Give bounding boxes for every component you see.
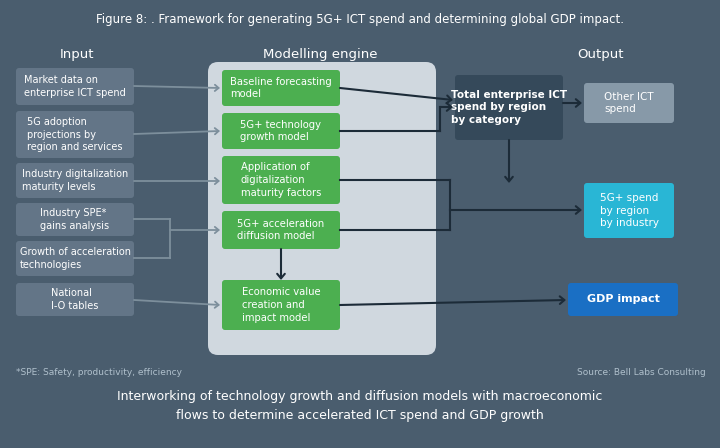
- FancyBboxPatch shape: [222, 280, 340, 330]
- FancyBboxPatch shape: [568, 283, 678, 316]
- Text: Output: Output: [577, 48, 624, 61]
- FancyBboxPatch shape: [222, 113, 340, 149]
- FancyBboxPatch shape: [584, 83, 674, 123]
- Text: Input: Input: [60, 48, 94, 61]
- Text: Source: Bell Labs Consulting: Source: Bell Labs Consulting: [577, 368, 706, 377]
- Text: *SPE: Safety, productivity, efficiency: *SPE: Safety, productivity, efficiency: [16, 368, 182, 377]
- FancyBboxPatch shape: [16, 241, 134, 276]
- FancyBboxPatch shape: [16, 283, 134, 316]
- Text: Economic value
creation and
impact model: Economic value creation and impact model: [242, 287, 320, 323]
- Text: Market data on
enterprise ICT spend: Market data on enterprise ICT spend: [24, 75, 126, 98]
- Text: 5G adoption
projections by
region and services: 5G adoption projections by region and se…: [27, 116, 122, 152]
- FancyBboxPatch shape: [222, 156, 340, 204]
- Text: National
I-O tables: National I-O tables: [51, 288, 99, 311]
- Text: 5G+ spend
by region
by industry: 5G+ spend by region by industry: [600, 193, 659, 228]
- FancyBboxPatch shape: [584, 183, 674, 238]
- FancyBboxPatch shape: [16, 68, 134, 105]
- Text: Total enterprise ICT
spend by region
by category: Total enterprise ICT spend by region by …: [451, 90, 567, 125]
- Text: GDP impact: GDP impact: [587, 294, 660, 305]
- Text: Industry digitalization
maturity levels: Industry digitalization maturity levels: [22, 169, 128, 192]
- Text: 5G+ acceleration
diffusion model: 5G+ acceleration diffusion model: [238, 219, 325, 241]
- Text: Application of
digitalization
maturity factors: Application of digitalization maturity f…: [240, 162, 321, 198]
- Text: Baseline forecasting
model: Baseline forecasting model: [230, 77, 332, 99]
- FancyBboxPatch shape: [208, 62, 436, 355]
- FancyBboxPatch shape: [16, 203, 134, 236]
- Text: Growth of acceleration
technologies: Growth of acceleration technologies: [19, 247, 130, 270]
- FancyBboxPatch shape: [222, 211, 340, 249]
- Text: Modelling engine: Modelling engine: [263, 48, 377, 61]
- Text: Industry SPE*
gains analysis: Industry SPE* gains analysis: [40, 208, 109, 231]
- FancyBboxPatch shape: [455, 75, 563, 140]
- Text: Figure 8: . Framework for generating 5G+ ICT spend and determining global GDP im: Figure 8: . Framework for generating 5G+…: [96, 13, 624, 26]
- Text: Interworking of technology growth and diffusion models with macroeconomic
flows : Interworking of technology growth and di…: [117, 390, 603, 422]
- FancyBboxPatch shape: [222, 70, 340, 106]
- FancyBboxPatch shape: [16, 111, 134, 158]
- Text: Other ICT
spend: Other ICT spend: [604, 91, 654, 114]
- FancyBboxPatch shape: [16, 163, 134, 198]
- Text: 5G+ technology
growth model: 5G+ technology growth model: [240, 120, 322, 142]
